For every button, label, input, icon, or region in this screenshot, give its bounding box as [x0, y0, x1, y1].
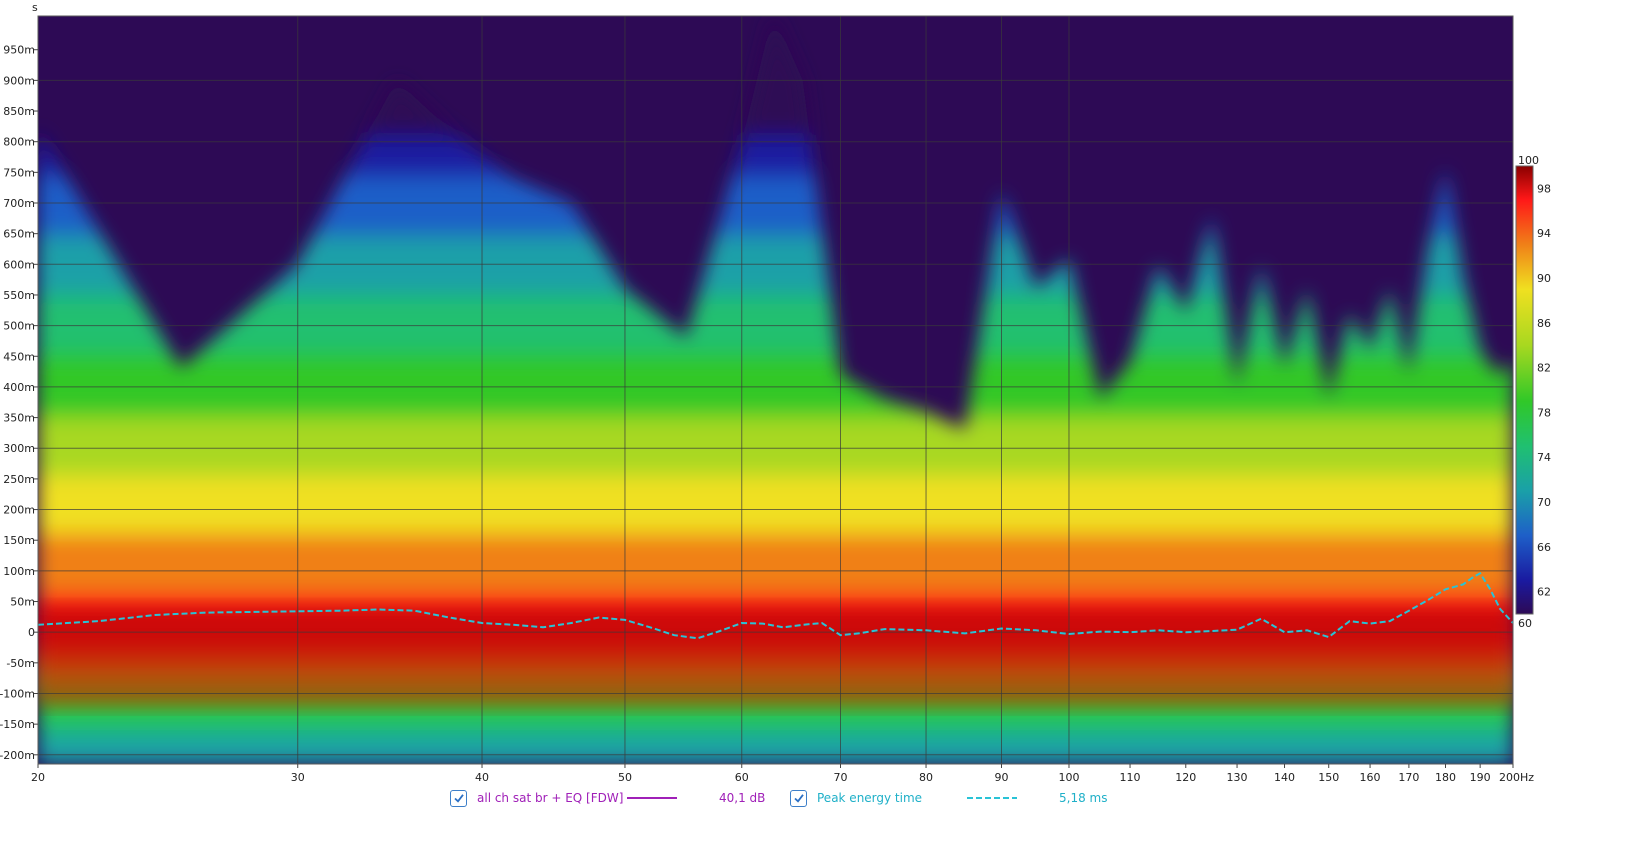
x-tick-label: 150 — [1318, 771, 1339, 784]
y-tick-label: 450m — [3, 350, 35, 363]
y-tick-label: 650m — [3, 228, 35, 241]
x-tick-label: 30 — [291, 771, 305, 784]
peak-energy-value: 5,18 ms — [1059, 791, 1108, 805]
color-scale-label: 86 — [1537, 317, 1551, 330]
x-tick-label: 60 — [735, 771, 749, 784]
x-tick-label: 160 — [1360, 771, 1381, 784]
measurement-label: all ch sat br + EQ [FDW] — [477, 791, 624, 805]
y-tick-label: 800m — [3, 136, 35, 149]
y-axis: 950m 900m 850m 800m 750m 700m 650m 600m 550m 500m… — [0, 44, 38, 762]
y-tick-label: 300m — [3, 442, 35, 455]
x-tick-label: 190 — [1470, 771, 1491, 784]
series-layer — [38, 571, 1513, 640]
grid-lines — [38, 16, 1513, 764]
y-tick-label: 150m — [3, 534, 35, 547]
plot-frame — [37, 15, 1514, 765]
energy-core-band — [38, 607, 1513, 706]
y-tick-label: 0 — [28, 626, 35, 639]
y-tick-label: 250m — [3, 473, 35, 486]
y-tick-label: 350m — [3, 412, 35, 425]
x-tick-label: 90 — [994, 771, 1008, 784]
y-tick-label: -100m — [0, 687, 35, 700]
y-tick-label: 950m — [3, 44, 35, 57]
x-tick-label: 70 — [834, 771, 848, 784]
color-scale-label: 94 — [1537, 227, 1551, 240]
y-tick-label: 400m — [3, 381, 35, 394]
x-tick-label: 120 — [1175, 771, 1196, 784]
y-tick-label: 200m — [3, 504, 35, 517]
color-scale-bar — [1515, 165, 1534, 615]
y-tick-label: -150m — [0, 718, 35, 731]
color-scale-label: 62 — [1537, 586, 1551, 599]
y-tick-label: 50m — [10, 596, 35, 609]
x-tick-label: 140 — [1274, 771, 1295, 784]
x-tick-label: 130 — [1227, 771, 1248, 784]
color-scale-label: 74 — [1537, 451, 1551, 464]
series-line-0 — [38, 571, 1513, 640]
y-tick-label: 100m — [3, 565, 35, 578]
y-tick-label: 700m — [3, 197, 35, 210]
y-tick-label: 750m — [3, 166, 35, 179]
checkmark-icon — [793, 794, 804, 803]
x-tick-label: 100 — [1058, 771, 1079, 784]
checkmark-icon — [453, 794, 464, 803]
color-scale: 100 98 94 90 86 82 78 74 70 66 62 60 — [1515, 154, 1551, 630]
x-tick-label: 40 — [475, 771, 489, 784]
x-axis: 20 30 40 50 60 70 80 90 100 110 120 130 140 150 160 170… — [31, 764, 1534, 784]
color-scale-label: 70 — [1537, 496, 1551, 509]
color-scale-label: 78 — [1537, 406, 1551, 419]
y-tick-label: 500m — [3, 320, 35, 333]
measurement-value: 40,1 dB — [719, 791, 766, 805]
y-tick-label: 900m — [3, 74, 35, 87]
y-tick-label: 850m — [3, 105, 35, 118]
color-scale-label: 60 — [1518, 617, 1532, 630]
measurement-line-swatch — [627, 797, 677, 799]
x-tick-label: 180 — [1435, 771, 1456, 784]
y-tick-label: -200m — [0, 749, 35, 762]
legend-item-peak-energy[interactable]: Peak energy time 5,18 ms — [790, 788, 1107, 808]
x-tick-label: 20 — [31, 771, 45, 784]
color-scale-label: 66 — [1537, 541, 1551, 554]
x-tick-label: 200Hz — [1499, 771, 1534, 784]
x-tick-label: 110 — [1120, 771, 1141, 784]
color-scale-label: 100 — [1518, 154, 1539, 167]
peak-energy-line-swatch — [967, 797, 1017, 799]
y-tick-label: 550m — [3, 289, 35, 302]
x-tick-label: 80 — [919, 771, 933, 784]
x-tick-label: 170 — [1398, 771, 1419, 784]
color-scale-label: 90 — [1537, 272, 1551, 285]
peak-energy-checkbox[interactable] — [790, 789, 807, 807]
legend-item-measurement[interactable]: all ch sat br + EQ [FDW] 40,1 dB — [450, 788, 765, 808]
y-axis-unit-label: s — [32, 1, 38, 14]
color-scale-label: 82 — [1537, 362, 1551, 375]
x-tick-label: 50 — [618, 771, 632, 784]
y-tick-label: 600m — [3, 258, 35, 271]
color-scale-label: 98 — [1537, 182, 1551, 195]
peak-energy-label: Peak energy time — [817, 791, 923, 805]
measurement-checkbox[interactable] — [450, 789, 467, 807]
y-tick-label: -50m — [6, 657, 35, 670]
